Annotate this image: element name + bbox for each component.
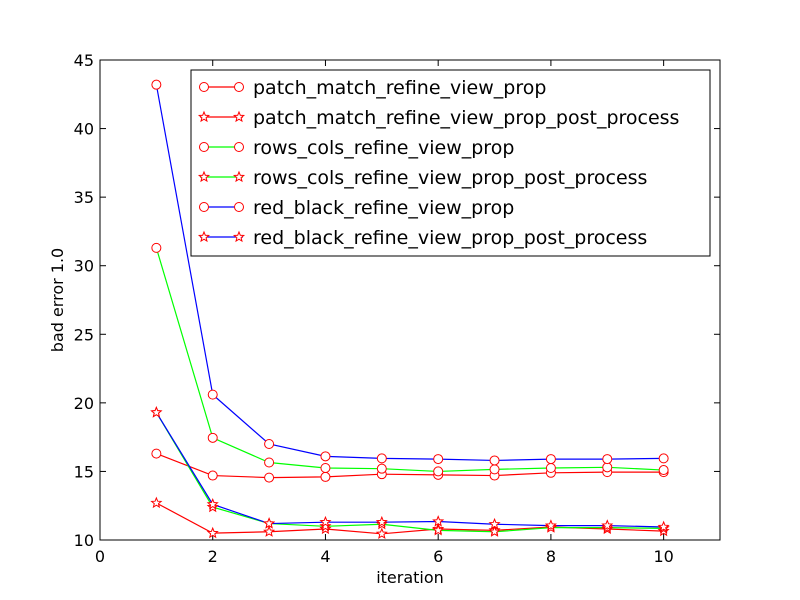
data-point-s3-3 (264, 457, 275, 468)
data-point-s3-8 (545, 463, 556, 473)
legend-marker-5a (199, 202, 209, 212)
y-tick-label: 10 (74, 531, 94, 550)
data-point-s6-5 (375, 515, 388, 528)
data-point-s5-10 (658, 453, 669, 464)
legend-label-2: patch_match_refine_view_prop_post_proces… (253, 107, 679, 129)
series-markers (150, 79, 670, 539)
data-point-s5-2 (207, 389, 218, 400)
legend-box (190, 69, 711, 257)
x-tick-label: 8 (546, 547, 556, 566)
x-tick-label: 6 (433, 547, 443, 566)
legend-marker-3b (234, 142, 244, 152)
data-point-s1-4 (320, 471, 331, 482)
legend-marker-1a (199, 82, 209, 92)
data-point-s3-7 (489, 464, 500, 475)
data-point-s2-1 (150, 496, 163, 509)
data-point-s3-2 (207, 432, 218, 443)
data-point-s6-1 (150, 406, 163, 418)
x-axis-label: iteration (376, 568, 444, 587)
series-line-3 (155, 247, 664, 473)
legend-marker-1b (234, 82, 244, 92)
data-point-s6-8 (544, 519, 557, 531)
data-point-s5-3 (264, 439, 275, 449)
y-tick-label: 30 (74, 257, 94, 276)
series-line-4 (155, 412, 664, 533)
data-point-s6-7 (488, 517, 501, 530)
data-point-s5-8 (545, 454, 556, 465)
data-point-s3-4 (320, 463, 331, 473)
x-tick-label: 4 (320, 547, 330, 566)
data-point-s3-10 (658, 465, 669, 476)
data-point-s2-3 (263, 525, 276, 537)
axis-ticks: 0 2 4 6 8 10 10 15 20 25 30 35 40 45 (74, 51, 720, 566)
x-tick-label: 0 (95, 547, 105, 566)
legend-marker-3a (199, 142, 209, 152)
data-point-s1-3 (264, 472, 275, 483)
data-point-s4-4 (319, 519, 332, 532)
data-point-s6-3 (263, 517, 276, 529)
x-tick-label: 2 (208, 547, 218, 566)
data-point-s3-6 (433, 466, 444, 477)
series-line-5 (155, 84, 664, 462)
data-point-s6-4 (319, 515, 332, 528)
y-tick-label: 20 (74, 394, 94, 413)
data-point-s1-2 (207, 470, 218, 481)
series-line-6 (155, 412, 664, 528)
legend-label-3: rows_cols_refine_view_prop (253, 137, 514, 159)
data-point-s6-10 (657, 520, 670, 533)
legend-marker-4a (197, 170, 211, 183)
y-tick-label: 40 (74, 120, 94, 139)
legend-label-6: red_black_refine_view_prop_post_process (253, 227, 647, 249)
legend-label-1: patch_match_refine_view_prop (253, 77, 546, 99)
y-tick-label: 15 (74, 462, 94, 481)
data-point-s5-1 (151, 79, 162, 90)
legend-marker-4b (232, 170, 246, 183)
legend: patch_match_refine_view_prop patch_match_… (190, 69, 711, 257)
legend-marker-2b (232, 110, 246, 123)
legend-label-4: rows_cols_refine_view_prop_post_process (253, 167, 647, 189)
data-point-s5-7 (489, 455, 500, 466)
data-point-s5-5 (376, 453, 387, 464)
data-point-s6-2 (206, 497, 219, 510)
data-point-s6-9 (601, 519, 614, 531)
x-tick-label: 10 (653, 547, 673, 566)
series-line-1 (156, 453, 664, 479)
y-tick-label: 45 (74, 51, 94, 70)
data-point-s5-4 (320, 451, 331, 462)
data-point-s3-9 (602, 462, 613, 473)
legend-marker-2a (197, 110, 211, 123)
y-tick-label: 25 (74, 325, 94, 344)
data-point-s1-1 (151, 448, 162, 459)
data-point-s2-2 (206, 526, 219, 539)
legend-label-5: red_black_refine_view_prop (253, 197, 514, 219)
data-point-s2-5 (375, 527, 388, 539)
legend-marker-6b (232, 230, 246, 243)
data-point-s4-7 (488, 525, 501, 537)
y-tick-label: 35 (74, 188, 94, 207)
data-point-s5-9 (602, 454, 613, 465)
series-lines (155, 84, 664, 535)
data-point-s3-5 (376, 463, 387, 474)
legend-marker-6a (197, 230, 211, 243)
y-axis-label: bad error 1.0 (48, 248, 67, 352)
data-point-s6-6 (432, 515, 445, 527)
data-point-s5-6 (433, 454, 444, 465)
data-point-s3-1 (151, 242, 162, 253)
legend-marker-5b (234, 202, 244, 212)
data-point-s4-6 (432, 524, 445, 536)
